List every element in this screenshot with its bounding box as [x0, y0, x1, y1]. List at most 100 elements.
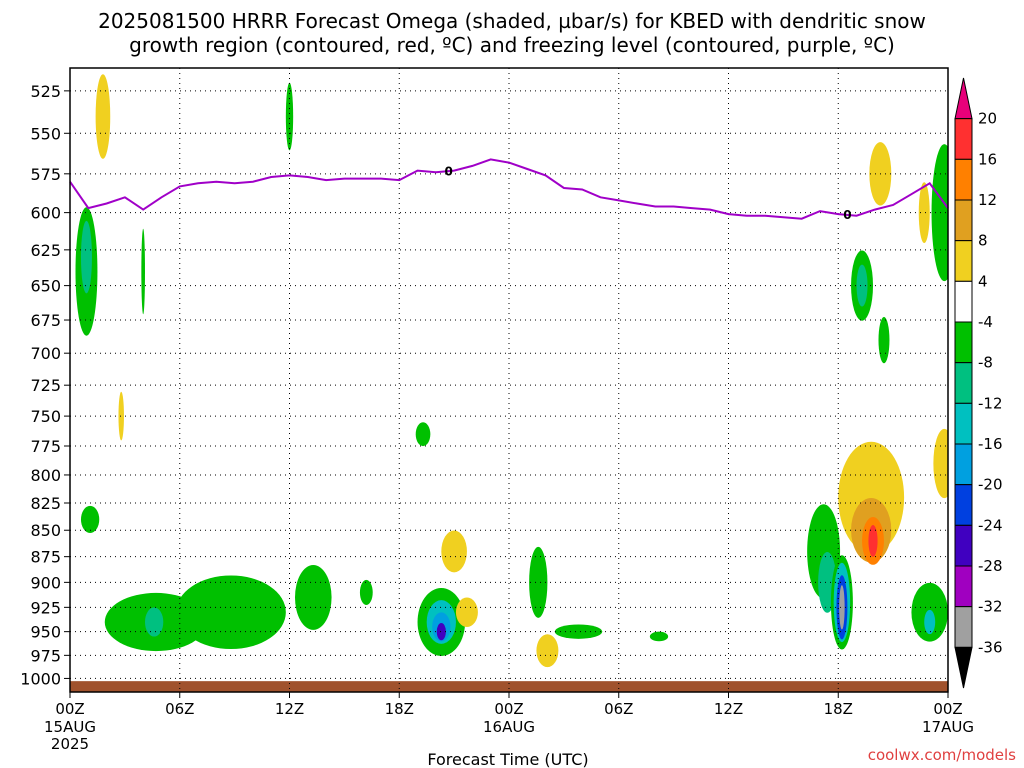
credit-text: coolwx.com/models — [868, 746, 1016, 764]
y-tick-label: 700 — [30, 344, 61, 363]
y-tick-label: 750 — [30, 407, 61, 426]
omega-region — [80, 220, 92, 294]
omega-region — [80, 505, 100, 534]
colorbar-bin — [954, 524, 973, 567]
omega-region — [554, 624, 603, 639]
x-tick-label: 18Z — [824, 700, 853, 718]
terrain-band — [70, 681, 948, 692]
colorbar-label: -8 — [978, 354, 993, 372]
colorbar-label: -16 — [978, 435, 1003, 453]
colorbar-label: -24 — [978, 516, 1003, 534]
y-tick-label: 775 — [30, 437, 61, 456]
omega-region — [118, 391, 124, 441]
colorbar-bin — [954, 280, 973, 323]
y-tick-label: 900 — [30, 573, 61, 592]
y-axis-ticks: 525 550 575 600 625 650 675 700 725 750 775 800 825 8… — [20, 82, 70, 688]
colorbar-bin — [954, 118, 973, 160]
colorbar-label: -36 — [978, 638, 1003, 656]
y-tick-label: 875 — [30, 548, 61, 567]
omega-region — [285, 82, 294, 151]
colorbar-label: 4 — [978, 272, 988, 290]
colorbar-label: -28 — [978, 557, 1003, 575]
omega-region — [415, 422, 431, 447]
x-tick-date: 17AUG — [922, 718, 974, 736]
colorbar-bin — [954, 606, 973, 648]
colorbar-label: -12 — [978, 394, 1003, 412]
colorbar-label: -32 — [978, 598, 1003, 616]
x-axis-label: Forecast Time (UTC) — [427, 750, 588, 768]
y-tick-label: 650 — [30, 277, 61, 296]
colorbar-bin — [954, 199, 973, 242]
chart-title-line-2: growth region (contoured, red, ºC) and f… — [129, 33, 895, 57]
omega-region — [144, 607, 164, 637]
omega-region — [856, 264, 868, 307]
omega-region — [918, 182, 930, 244]
freezing-level-contour-label: 0 — [843, 208, 851, 222]
colorbar-bin — [954, 646, 973, 689]
chart-title-line-1: 2025081500 HRRR Forecast Omega (shaded, … — [98, 9, 926, 33]
colorbar-label: 8 — [978, 232, 988, 250]
colorbar-bin — [954, 321, 973, 364]
y-tick-label: 825 — [30, 494, 61, 513]
colorbar-bin — [954, 484, 973, 526]
colorbar-label: 12 — [978, 191, 997, 209]
colorbar-bin — [954, 77, 973, 120]
freezing-level-contour-label: 0 — [444, 165, 452, 179]
omega-region — [868, 524, 878, 557]
y-tick-label: 800 — [30, 466, 61, 485]
y-tick-label: 600 — [30, 204, 61, 223]
omega-region — [529, 546, 548, 618]
y-tick-label: 925 — [30, 598, 61, 617]
y-tick-label: 550 — [30, 124, 61, 143]
plot-area: 00 — [69, 67, 949, 693]
x-tick-label: 12Z — [275, 700, 304, 718]
omega-region — [455, 597, 478, 627]
colorbar-bin — [954, 240, 973, 282]
freezing-level-line — [69, 158, 949, 220]
colorbar-bin — [954, 402, 973, 445]
omega-region — [436, 623, 446, 641]
x-tick-label: 06Z — [604, 700, 633, 718]
colorbar-label: -4 — [978, 313, 993, 331]
x-tick-label: 00Z — [55, 700, 84, 718]
y-tick-label: 525 — [30, 82, 61, 101]
omega-region — [95, 74, 111, 159]
omega-region — [536, 634, 559, 668]
omega-region — [924, 609, 936, 635]
omega-region — [441, 530, 467, 573]
omega-region — [878, 316, 890, 364]
omega-region — [649, 631, 669, 642]
omega-region — [359, 579, 373, 605]
colorbar-label: -20 — [978, 476, 1003, 494]
x-tick-label: 12Z — [714, 700, 743, 718]
omega-region — [933, 428, 948, 499]
y-tick-label: 850 — [30, 521, 61, 540]
omega-region — [931, 144, 948, 282]
y-tick-label: 975 — [30, 646, 61, 665]
x-tick-year: 2025 — [51, 735, 89, 753]
colorbar-bin — [954, 362, 973, 404]
x-tick-label: 18Z — [385, 700, 414, 718]
x-tick-label: 00Z — [494, 700, 523, 718]
x-tick-label: 00Z — [933, 700, 962, 718]
colorbar: 20 16 12 8 4 -4 -8 -12 -16 -20 -24 -28 -32 -36 — [954, 77, 1003, 689]
omega-region — [176, 575, 286, 650]
y-tick-label: 675 — [30, 311, 61, 330]
omega-region — [839, 585, 845, 630]
y-tick-label: 575 — [30, 165, 61, 184]
y-tick-label: 725 — [30, 376, 61, 395]
colorbar-bin — [954, 158, 973, 201]
x-tick-date: 15AUG — [44, 718, 96, 736]
x-tick-date: 16AUG — [483, 718, 535, 736]
y-tick-label: 1000 — [20, 669, 61, 688]
x-tick-label: 06Z — [165, 700, 194, 718]
y-tick-label: 625 — [30, 241, 61, 260]
colorbar-bin — [954, 443, 973, 486]
colorbar-label: 16 — [978, 150, 997, 168]
y-tick-label: 950 — [30, 623, 61, 642]
omega-shading — [75, 74, 948, 668]
omega-region — [294, 565, 332, 630]
omega-region — [141, 228, 145, 315]
